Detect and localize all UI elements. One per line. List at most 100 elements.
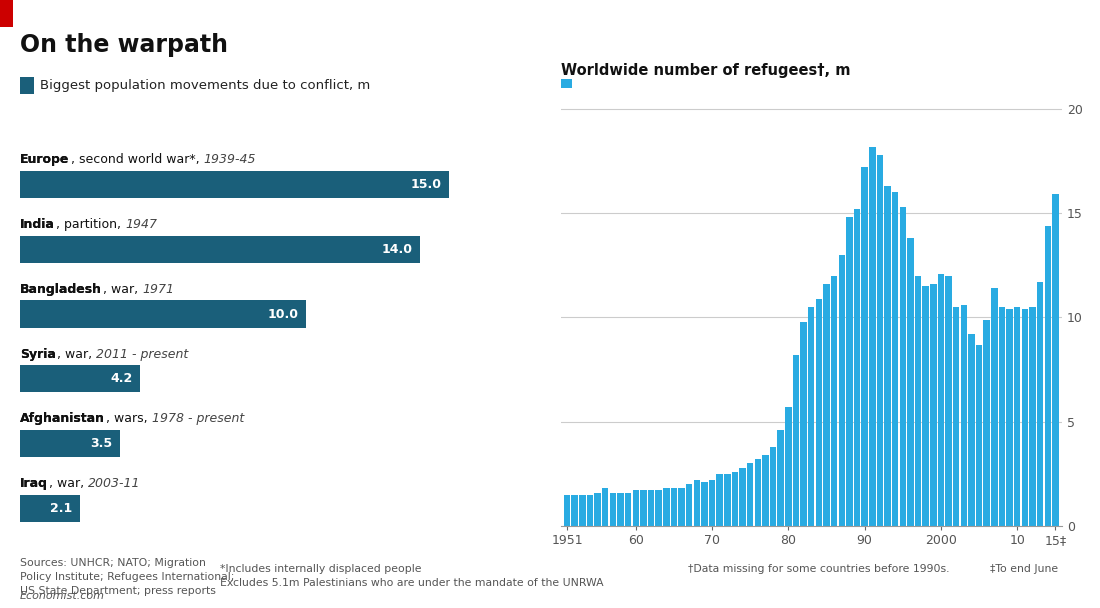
Text: 14.0: 14.0 [382,243,414,256]
Text: India: India [20,218,55,231]
Text: 2003-11: 2003-11 [88,477,141,490]
Bar [679,488,685,526]
Text: 4.2: 4.2 [110,372,133,385]
Bar [830,276,837,526]
Text: Bangladesh: Bangladesh [20,283,102,296]
Bar [739,468,746,526]
Bar [770,447,777,526]
Text: Iraq: Iraq [20,477,47,490]
Text: India: India [20,218,55,231]
Bar [1045,226,1050,526]
Bar [617,492,624,526]
Text: 1947: 1947 [125,218,157,231]
Bar [999,307,1005,526]
Bar [846,218,852,526]
Bar [701,482,707,526]
Bar [20,365,140,392]
Bar [594,492,601,526]
Bar [564,495,570,526]
Text: , war,: , war, [50,477,88,490]
Bar [968,334,975,526]
Bar [1030,307,1036,526]
Bar [785,407,792,526]
Bar [747,463,754,526]
Text: Europe: Europe [20,153,69,167]
Bar [815,299,822,526]
Bar [20,300,306,328]
Bar [625,492,631,526]
Text: Syria: Syria [20,348,56,361]
Bar [808,307,814,526]
Text: , partition,: , partition, [56,218,125,231]
Text: 1978 - present: 1978 - present [152,412,244,426]
Bar [663,488,670,526]
Bar [869,147,876,526]
Bar [572,495,578,526]
Bar [648,491,654,526]
Text: Syria: Syria [20,348,56,361]
Text: Europe: Europe [20,153,69,167]
Bar [937,274,944,526]
Text: Worldwide number of refugees†, m: Worldwide number of refugees†, m [561,63,850,78]
Bar [838,255,845,526]
Bar [945,276,952,526]
Bar [20,495,80,522]
Text: *Includes internally displaced people
Excludes 5.1m Palestinians who are under t: *Includes internally displaced people Ex… [220,564,604,588]
Bar [694,480,700,526]
Bar [793,355,800,526]
Bar [602,488,608,526]
Text: 2.1: 2.1 [51,502,73,515]
Text: , war,: , war, [57,348,96,361]
Text: , second world war*,: , second world war*, [70,153,204,167]
Bar [20,171,449,198]
Text: Iraq: Iraq [20,477,47,490]
Text: 10.0: 10.0 [267,308,299,320]
Bar [724,474,730,526]
Bar [640,491,647,526]
Bar [1053,195,1058,526]
Bar [778,430,784,526]
Bar [20,430,120,457]
Bar [1006,309,1013,526]
Bar [1014,307,1021,526]
Bar [923,286,928,526]
Bar [586,495,593,526]
Bar [671,488,678,526]
Bar [861,167,868,526]
Bar [823,284,829,526]
Bar [877,155,883,526]
Bar [609,492,616,526]
Bar [762,455,769,526]
Text: 3.5: 3.5 [90,437,112,450]
Bar [1022,309,1028,526]
Bar [884,186,891,526]
Text: 1939-45: 1939-45 [204,153,255,167]
Bar [854,209,860,526]
Text: Biggest population movements due to conflict, m: Biggest population movements due to conf… [40,79,370,92]
Text: Afghanistan: Afghanistan [20,412,104,426]
Text: 2011 - present: 2011 - present [96,348,188,361]
Text: 1971: 1971 [142,283,175,296]
Text: Bangladesh: Bangladesh [20,283,102,296]
Bar [708,480,715,526]
Text: , wars,: , wars, [107,412,152,426]
Bar [632,491,639,526]
Text: On the warpath: On the warpath [20,33,228,57]
Bar [931,284,936,526]
Bar [755,459,761,526]
Bar [953,307,959,526]
Text: Economist.com: Economist.com [20,591,104,601]
Bar [801,322,807,526]
Text: 15.0: 15.0 [410,178,442,191]
Bar [686,484,692,526]
Bar [976,345,982,526]
Bar [716,474,723,526]
Bar [983,320,990,526]
Bar [579,495,585,526]
Bar [892,192,899,526]
Bar [656,491,662,526]
Text: Sources: UNHCR; NATO; Migration
Policy Institute; Refugees International;
US Sta: Sources: UNHCR; NATO; Migration Policy I… [20,558,234,596]
Bar [908,238,914,526]
Bar [732,472,738,526]
Text: ‡To end June: ‡To end June [990,564,1058,574]
